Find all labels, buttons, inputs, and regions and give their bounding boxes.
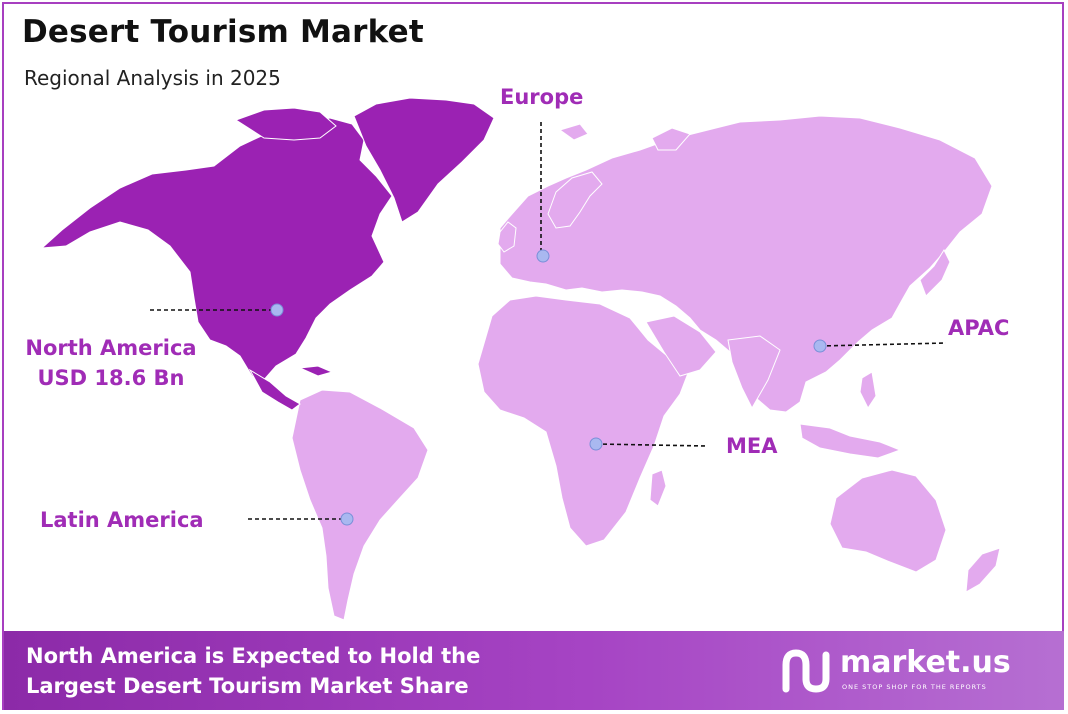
arabia bbox=[645, 315, 717, 377]
brand-logo[interactable]: market.us ONE STOP SHOP FOR THE REPORTS bbox=[780, 645, 1030, 697]
novaya-zemlya bbox=[651, 127, 691, 151]
label-mea: MEA bbox=[726, 434, 778, 458]
philippines bbox=[859, 371, 877, 409]
cuba bbox=[298, 365, 334, 377]
brand-tagline: ONE STOP SHOP FOR THE REPORTS bbox=[842, 683, 987, 691]
footer-banner: North America is Expected to Hold the La… bbox=[4, 631, 1064, 710]
marker-mea bbox=[589, 437, 603, 451]
marker-apac bbox=[813, 339, 827, 353]
japan bbox=[919, 248, 951, 297]
leader-line-mea bbox=[595, 443, 707, 447]
page-title: Desert Tourism Market bbox=[22, 14, 424, 50]
page-subtitle: Regional Analysis in 2025 bbox=[24, 66, 281, 90]
footer-line-1: North America is Expected to Hold the bbox=[26, 644, 481, 668]
marker-north-america bbox=[270, 303, 284, 317]
marker-europe bbox=[536, 249, 550, 263]
other-regions bbox=[291, 115, 1001, 621]
brand-name: market.us bbox=[840, 645, 1011, 680]
indonesia bbox=[799, 423, 902, 459]
footer-text: North America is Expected to Hold the La… bbox=[26, 641, 480, 701]
new-zealand bbox=[965, 547, 1001, 593]
label-apac: APAC bbox=[948, 316, 1010, 340]
leader-line-apac bbox=[819, 342, 947, 347]
footer-line-2: Largest Desert Tourism Market Share bbox=[26, 674, 469, 698]
north-america-landmass bbox=[40, 117, 393, 383]
leader-lines bbox=[150, 122, 947, 520]
label-north-america-value: USD 18.6 Bn bbox=[37, 366, 185, 390]
market-us-logo-icon bbox=[782, 649, 830, 693]
britain bbox=[497, 221, 517, 253]
region-markers bbox=[270, 249, 827, 526]
greenland bbox=[353, 97, 495, 223]
label-north-america: North America USD 18.6 Bn bbox=[16, 333, 206, 393]
south-america bbox=[291, 389, 429, 621]
madagascar bbox=[649, 469, 667, 507]
australia bbox=[829, 469, 947, 573]
canadian-arctic-islands bbox=[234, 107, 337, 141]
label-north-america-name: North America bbox=[25, 336, 197, 360]
africa bbox=[477, 295, 691, 547]
india bbox=[727, 335, 781, 410]
label-latin-america: Latin America bbox=[40, 508, 204, 532]
central-america bbox=[248, 368, 301, 411]
marker-latin-america bbox=[340, 512, 354, 526]
scandinavia bbox=[547, 171, 603, 229]
highlight-region-north-america bbox=[40, 97, 495, 411]
label-europe: Europe bbox=[500, 85, 584, 109]
svalbard bbox=[558, 123, 589, 141]
